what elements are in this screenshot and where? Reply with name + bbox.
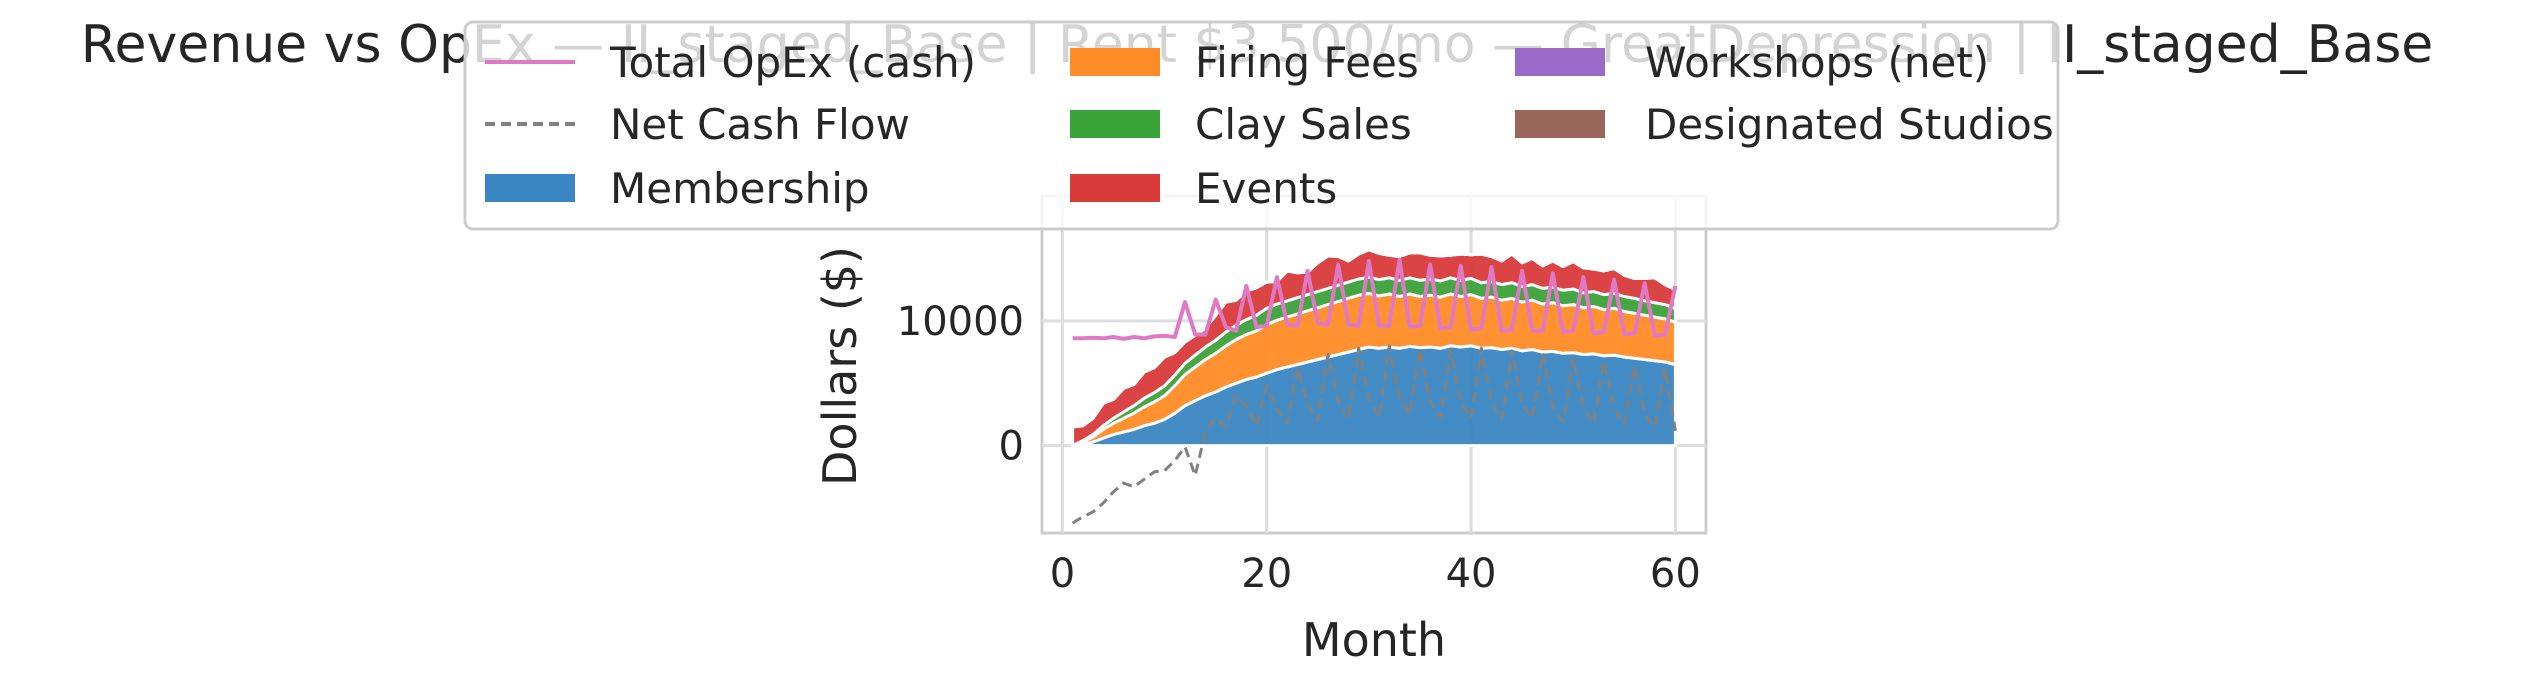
line-net-cash-flow xyxy=(1071,344,1677,525)
y-tick-label: 10000 xyxy=(897,299,1024,345)
line-total-opex-cash xyxy=(1072,257,1678,341)
legend-label: Firing Fees xyxy=(1195,38,1419,87)
legend-label: Clay Sales xyxy=(1195,100,1412,149)
y-tick-label: 0 xyxy=(999,424,1024,470)
legend-label: Total OpEx (cash) xyxy=(609,38,976,87)
plot-area: 0 20 40 60 0 10000 xyxy=(897,194,1708,597)
x-tick-label: 60 xyxy=(1650,551,1701,597)
legend-label: Membership xyxy=(610,164,870,213)
legend-swatch xyxy=(1515,48,1605,76)
legend-swatch xyxy=(1070,48,1160,76)
legend-swatch xyxy=(1070,174,1160,202)
legend-label: Designated Studios xyxy=(1645,100,2054,149)
x-tick-label: 0 xyxy=(1050,551,1075,597)
legend-label: Events xyxy=(1195,164,1337,213)
legend-swatch xyxy=(485,174,575,202)
legend-swatch xyxy=(1070,110,1160,138)
legend-swatch xyxy=(1515,110,1605,138)
legend-label: Net Cash Flow xyxy=(610,100,910,149)
y-axis-label: Dollars ($) xyxy=(813,246,867,486)
legend-label: Workshops (net) xyxy=(1645,38,1989,87)
legend: Total OpEx (cash) Firing Fees Workshops (n… xyxy=(463,20,2060,231)
legend-frame xyxy=(463,20,2060,231)
x-tick-label: 20 xyxy=(1241,551,1292,597)
x-axis-label: Month xyxy=(1302,613,1446,667)
x-tick-label: 40 xyxy=(1446,551,1497,597)
